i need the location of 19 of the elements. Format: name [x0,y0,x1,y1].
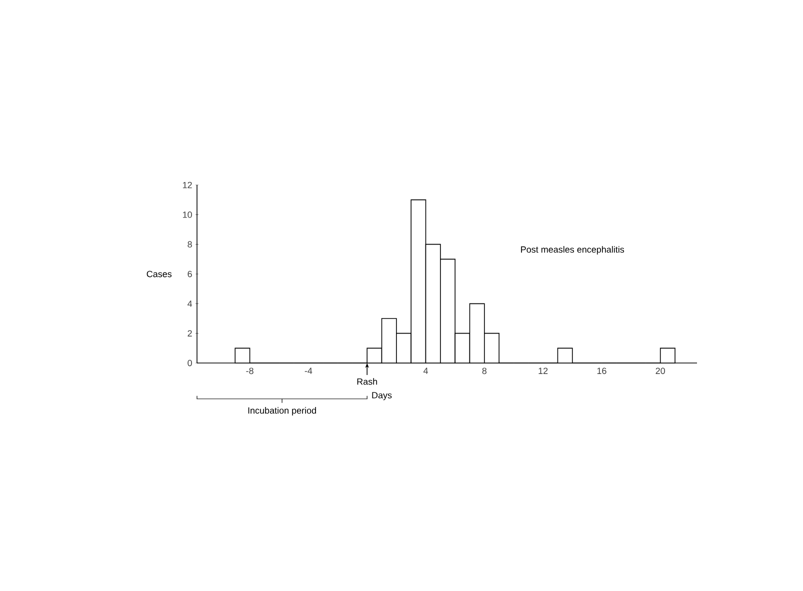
y-tick-label: 2 [188,330,192,336]
annotation: Post measles encephalitis [521,246,624,254]
text: Incubation period [248,407,316,416]
y-tick-label: 6 [188,270,192,278]
y-tick-label: 10 [182,211,192,218]
x-tick-label: 20 [656,368,666,374]
x-tick-label: 16 [597,368,606,374]
y-tick-label: 8 [188,241,192,248]
y-axis-title: Cases [146,270,172,278]
y-tick-label: 12 [182,182,192,188]
y-tick-label: 4 [188,300,192,307]
x-tick-label: 4 [423,368,428,374]
y-tick-label: 0 [188,360,192,366]
x-tick-label: 12 [538,368,548,374]
x-tick-label: -8 [246,368,254,374]
x-tick-label: -4 [304,368,312,374]
x-tick-label: 8 [482,368,486,374]
x-axis-title: Days [372,392,392,400]
text: Rash [357,378,378,385]
